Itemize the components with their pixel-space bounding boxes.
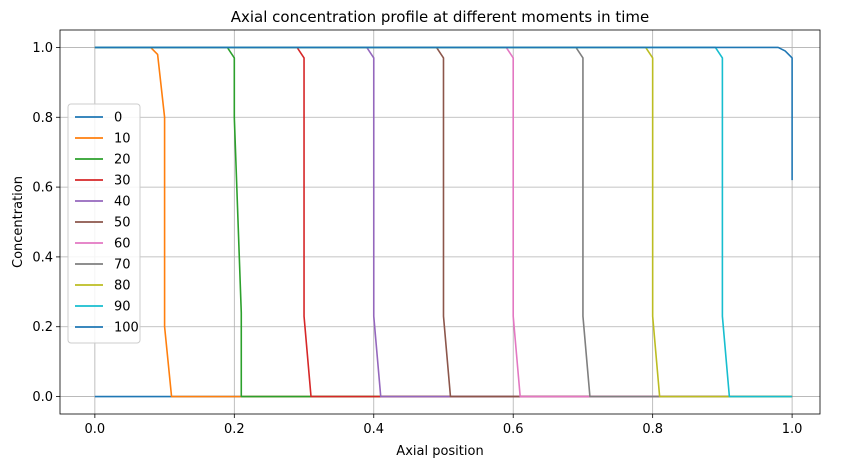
x-tick-label: 0.8 (642, 422, 663, 437)
legend-label: 50 (114, 216, 131, 231)
x-tick-label: 0.0 (85, 422, 106, 437)
series-line-50 (94, 46, 793, 398)
axis-ticks: 0.0 0.2 0.4 0.6 0.8 1.0 0.0 0.2 0.4 0.6 0.8 1.0 (32, 41, 802, 437)
series-line-20 (94, 46, 793, 398)
x-tick-label: 0.2 (224, 422, 245, 437)
legend-label: 10 (114, 132, 131, 147)
series-line-70 (94, 46, 793, 398)
x-tick-label: 1.0 (782, 422, 803, 437)
x-tick-label: 0.4 (363, 422, 384, 437)
legend-label: 90 (114, 300, 131, 315)
y-axis-label: Concentration (11, 176, 26, 268)
legend-label: 20 (114, 153, 131, 168)
legend-label: 80 (114, 279, 131, 294)
legend-box (67, 103, 141, 344)
y-tick-label: 0.2 (32, 320, 53, 335)
legend-label: 40 (114, 195, 131, 210)
axes-frame (59, 29, 821, 415)
y-tick-label: 1.0 (32, 41, 53, 56)
legend-label: 100 (114, 321, 139, 336)
legend: 0 10 20 30 40 50 60 70 80 90 100 (67, 103, 141, 344)
plot-area: 0.0 0.2 0.4 0.6 0.8 1.0 0.0 0.2 0.4 0.6 0.8 1.0 (32, 29, 821, 437)
x-axis-label: Axial position (396, 444, 483, 459)
x-tick-label: 0.6 (503, 422, 524, 437)
series-line-10 (94, 46, 793, 398)
legend-label: 30 (114, 174, 131, 189)
y-tick-label: 0.6 (32, 181, 53, 196)
series-line-30 (94, 46, 793, 398)
series-lines (94, 46, 793, 398)
series-line-80 (94, 46, 793, 398)
legend-label: 70 (114, 258, 131, 273)
legend-label: 60 (114, 237, 131, 252)
series-line-60 (94, 46, 793, 398)
y-tick-label: 0.0 (32, 390, 53, 405)
series-line-100 (94, 46, 793, 181)
y-tick-label: 0.4 (32, 250, 53, 265)
y-tick-label: 0.8 (32, 111, 53, 126)
series-line-40 (94, 46, 793, 398)
chart-title: Axial concentration profile at different… (231, 8, 649, 26)
legend-label: 0 (114, 111, 122, 126)
series-line-90 (94, 46, 793, 398)
